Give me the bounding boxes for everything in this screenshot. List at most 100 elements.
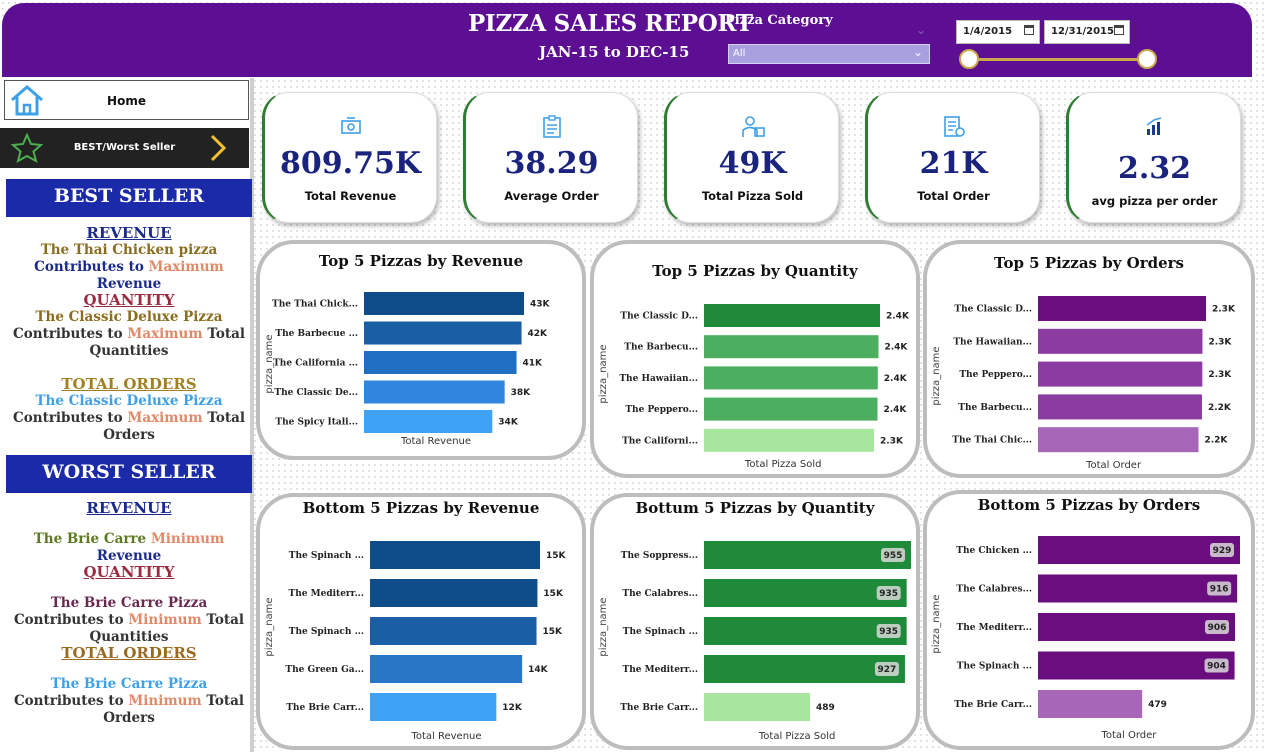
bar	[370, 579, 538, 607]
pizza-category-select[interactable]: All ⌄	[728, 44, 930, 64]
kpi-average-order: 38.29 Average Order	[463, 92, 638, 223]
bar	[1038, 328, 1203, 354]
y-axis-label: pizza_name	[931, 594, 942, 653]
report-title: PIZZA SALES REPORT	[468, 10, 753, 37]
best-revenue-text: Contributes to	[34, 259, 144, 275]
category-label: The Barbecu...	[624, 343, 698, 353]
data-label: 955	[884, 551, 903, 561]
category-label: The Soppress...	[621, 551, 698, 561]
chart-title: Bottom 5 Pizzas by Revenue	[302, 499, 540, 517]
home-icon	[11, 85, 43, 116]
home-button[interactable]: Home	[4, 80, 249, 120]
sidebar: Home BEST/Worst Seller BEST SELLER REVEN…	[0, 78, 254, 752]
data-label: 2.3K	[1208, 337, 1232, 347]
bar-growth-icon	[1146, 117, 1161, 135]
data-label: 479	[1148, 700, 1167, 710]
data-label: 904	[1207, 662, 1226, 672]
calendar-icon[interactable]	[1024, 25, 1034, 35]
bar	[1038, 690, 1143, 718]
category-label: The Mediterr...	[957, 623, 1032, 633]
category-label: The Hawaiian...	[953, 337, 1032, 347]
chart-top-orders: Top 5 Pizzas by Orders The Classic D... 2…	[923, 240, 1255, 478]
worst-revenue-block: REVENUE The Brie Carre Minimum Revenue	[6, 500, 252, 565]
data-label: 935	[879, 627, 898, 637]
kpi-value: 809.75K	[280, 146, 421, 181]
kpi-total-revenue: 809.75K Total Revenue	[262, 92, 437, 223]
data-label: 2.3K	[1208, 370, 1232, 380]
bar	[1038, 536, 1240, 564]
date-slider-start-handle[interactable]	[959, 49, 979, 69]
bar	[704, 366, 878, 390]
category-label: The Thai Chick...	[272, 300, 358, 310]
category-label: The Brie Carr...	[954, 700, 1032, 710]
chevron-right-icon	[210, 134, 227, 162]
data-label-badge	[881, 548, 905, 562]
data-label: 2.4K	[884, 343, 908, 353]
data-label: 2.4K	[884, 374, 908, 384]
chart-title: Top 5 Pizzas by Quantity	[652, 262, 858, 280]
category-label: The Green Ga...	[285, 665, 364, 675]
worst-quantity-min: Minimum	[128, 612, 202, 628]
data-label: 935	[879, 589, 898, 599]
bar	[370, 541, 540, 569]
x-axis-label: Total Revenue	[410, 731, 481, 742]
best-revenue-max: Maximum	[148, 259, 224, 275]
category-label: The Brie Carr...	[286, 703, 364, 713]
category-label: The Mediterr...	[289, 589, 364, 599]
start-date-input[interactable]: 1/4/2015	[956, 20, 1040, 44]
date-slider-end-handle[interactable]	[1137, 49, 1157, 69]
kpi-label: avg pizza per order	[1091, 194, 1218, 208]
report-subtitle: JAN-15 to DEC-15	[539, 43, 690, 61]
chevron-down-icon: ⌄	[912, 45, 923, 59]
kpi-label: Average Order	[504, 189, 599, 203]
best-quantity-max: Maximum	[127, 326, 203, 342]
data-label: 15K	[543, 589, 564, 599]
worst-quantity-pizza: The Brie Carre Pizza	[50, 595, 208, 611]
category-label: The Californi...	[622, 436, 698, 446]
worst-orders-pizza: The Brie Carre Pizza	[50, 676, 208, 692]
chart-title: Bottom 5 Pizzas by Orders	[977, 496, 1201, 514]
kpi-value: 21K	[919, 146, 988, 181]
data-label: 489	[816, 703, 835, 713]
best-orders-text: Contributes to	[13, 410, 123, 426]
best-quantity-heading: QUANTITY	[83, 291, 175, 309]
chevron-down-icon[interactable]: ⌄	[916, 23, 927, 37]
calendar-icon[interactable]	[1114, 25, 1124, 35]
money-icon	[340, 117, 361, 134]
date-range-slider[interactable]	[970, 58, 1148, 61]
category-label: The Hawaiian...	[619, 374, 698, 384]
worst-quantity-block: QUANTITY The Brie Carre Pizza Contribute…	[6, 564, 252, 646]
worst-revenue-metric: Revenue	[96, 548, 162, 564]
data-label: 2.4K	[883, 405, 907, 415]
bar	[370, 693, 497, 721]
category-label: The Spinach ...	[289, 551, 364, 561]
bar	[1038, 651, 1235, 680]
best-worst-seller-button[interactable]: BEST/Worst Seller	[0, 128, 249, 168]
data-label: 15K	[546, 551, 567, 561]
end-date-input[interactable]: 12/31/2015	[1044, 20, 1130, 44]
chart-top-revenue: Top 5 Pizzas by Revenue The Thai Chick..…	[256, 240, 586, 460]
home-label: Home	[107, 94, 146, 108]
data-label: 15K	[543, 627, 564, 637]
chart-svg: The Chicken ... 929 The Calabres... 916 The …	[931, 536, 1240, 741]
bar	[704, 335, 879, 359]
chart-svg: The Spinach ... 15K The Mediterr... 15K The …	[264, 541, 567, 742]
category-label: The Spinach ...	[957, 662, 1032, 672]
bar	[1038, 394, 1202, 420]
best-quantity-block: QUANTITY The Classic Deluxe Pizza Contri…	[6, 292, 252, 360]
best-orders-block: TOTAL ORDERS The Classic Deluxe Pizza Co…	[6, 376, 252, 444]
chart-svg: The Soppress... 955 The Calabres... 935 The …	[598, 541, 911, 742]
bar	[364, 410, 493, 433]
delivery-icon	[741, 116, 765, 137]
bar	[704, 617, 907, 645]
kpi-label: Total Revenue	[304, 189, 397, 203]
bar	[1038, 574, 1238, 603]
data-label: 906	[1208, 623, 1227, 633]
y-axis-label: pizza_name	[931, 346, 942, 405]
bar	[364, 351, 517, 374]
worst-orders-block: TOTAL ORDERS The Brie Carre Pizza Contri…	[6, 645, 252, 727]
worst-revenue-heading: REVENUE	[86, 499, 172, 517]
data-label: 2.3K	[880, 436, 904, 446]
y-axis-label: pizza_name	[264, 597, 275, 656]
data-label-badge	[1204, 620, 1229, 634]
